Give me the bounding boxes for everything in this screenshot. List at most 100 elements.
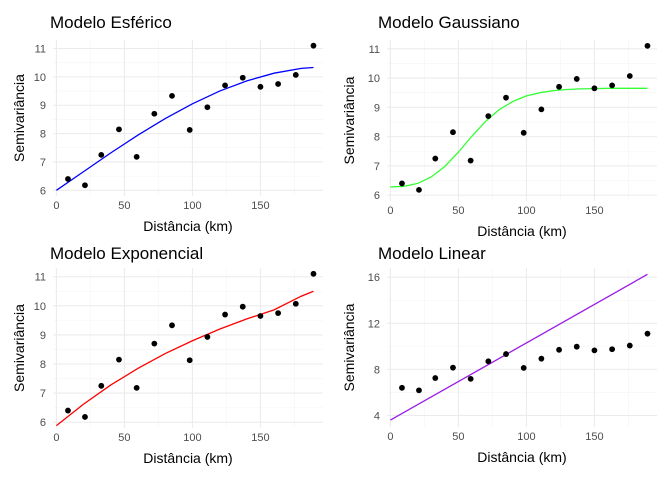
data-point [292, 300, 299, 307]
data-point [609, 82, 616, 89]
data-point [310, 270, 317, 277]
data-point [257, 83, 264, 90]
x-axis-label: Distância (km) [477, 449, 566, 465]
data-point [204, 334, 211, 340]
data-point [573, 343, 580, 350]
data-point [538, 106, 545, 113]
data-point [186, 357, 193, 364]
x-tick-label: 150 [585, 431, 603, 443]
data-point [450, 364, 456, 371]
data-point [275, 81, 282, 87]
panel-2: 0 50 100 150 6 7 8 9 10 11 Modelo Gaussiano Distânc… [341, 13, 657, 239]
data-point [116, 356, 122, 363]
panel-title: Modelo Esférico [50, 13, 172, 32]
data-point [222, 311, 228, 318]
data-point [626, 73, 633, 79]
data-point [151, 110, 158, 117]
panel-1: 0 50 100 150 6 7 8 9 10 11 Modelo Esférico Distânci… [11, 13, 323, 234]
y-tick-label: 8 [374, 364, 380, 376]
panel-4: 0 50 100 150 4 8 12 16 Modelo Linear Distância (k… [341, 244, 657, 465]
y-tick-label: 8 [374, 132, 380, 144]
data-point [556, 346, 562, 353]
y-tick-label: 10 [34, 301, 46, 313]
data-point [399, 180, 405, 187]
x-tick-label: 100 [183, 432, 201, 444]
x-axis-label: Distância (km) [143, 450, 232, 466]
data-point [186, 127, 193, 133]
x-tick-label: 150 [251, 200, 269, 212]
y-tick-label: 10 [368, 73, 380, 85]
x-axis-label: Distância (km) [477, 223, 566, 239]
data-point [310, 42, 317, 49]
y-tick-label: 7 [40, 388, 46, 400]
y-tick-label: 4 [374, 410, 380, 422]
data-point [133, 153, 140, 160]
y-tick-label: 8 [40, 129, 46, 141]
y-tick-label: 6 [374, 190, 380, 202]
x-tick-label: 0 [387, 431, 393, 443]
data-point [239, 74, 246, 81]
data-point [485, 113, 492, 120]
model-line [56, 66, 314, 191]
y-tick-label: 6 [40, 417, 46, 429]
data-point [503, 94, 509, 101]
y-tick-label: 10 [34, 72, 46, 84]
data-point [591, 347, 598, 354]
data-point [399, 384, 405, 391]
data-point [626, 342, 633, 349]
y-tick-label: 16 [368, 272, 380, 284]
y-axis-label: Semivariância [341, 303, 357, 391]
panel-title: Modelo Linear [378, 244, 486, 263]
data-point [239, 303, 246, 310]
y-tick-label: 9 [374, 102, 380, 114]
x-tick-label: 100 [183, 200, 201, 212]
data-point [432, 375, 439, 381]
data-point [169, 92, 175, 99]
x-tick-label: 100 [517, 205, 535, 217]
data-point [450, 129, 456, 136]
x-tick-label: 100 [517, 431, 535, 443]
data-point [609, 346, 616, 353]
y-tick-label: 7 [40, 157, 46, 169]
x-tick-label: 150 [251, 432, 269, 444]
data-point [573, 76, 580, 82]
x-tick-label: 50 [118, 200, 130, 212]
data-point [292, 71, 299, 78]
data-point [275, 310, 282, 316]
data-point [257, 313, 264, 319]
data-point [98, 151, 105, 158]
data-point [65, 407, 71, 414]
y-tick-label: 9 [40, 330, 46, 342]
data-point [82, 414, 88, 420]
panel-title: Modelo Exponencial [50, 244, 203, 263]
data-point [116, 126, 122, 133]
data-point [520, 364, 527, 371]
x-tick-label: 0 [53, 200, 59, 212]
x-tick-label: 50 [452, 205, 464, 217]
data-point [416, 186, 422, 193]
data-point [204, 104, 211, 111]
data-point [65, 176, 71, 182]
data-point [485, 358, 492, 365]
data-point [503, 351, 509, 357]
y-tick-label: 6 [40, 185, 46, 197]
data-point [82, 182, 88, 189]
x-tick-label: 150 [585, 205, 603, 217]
data-point [133, 384, 140, 391]
model-line [390, 87, 648, 188]
x-tick-label: 0 [387, 205, 393, 217]
data-point [556, 83, 562, 90]
data-point [416, 387, 422, 394]
model-line [390, 273, 648, 421]
data-point [591, 85, 598, 92]
y-tick-label: 9 [40, 100, 46, 112]
data-point [151, 340, 158, 347]
y-tick-label: 11 [369, 44, 380, 56]
data-point [467, 157, 474, 164]
data-point [169, 322, 175, 329]
x-tick-label: 0 [53, 432, 59, 444]
y-tick-label: 12 [368, 318, 380, 330]
y-tick-label: 11 [35, 272, 46, 284]
